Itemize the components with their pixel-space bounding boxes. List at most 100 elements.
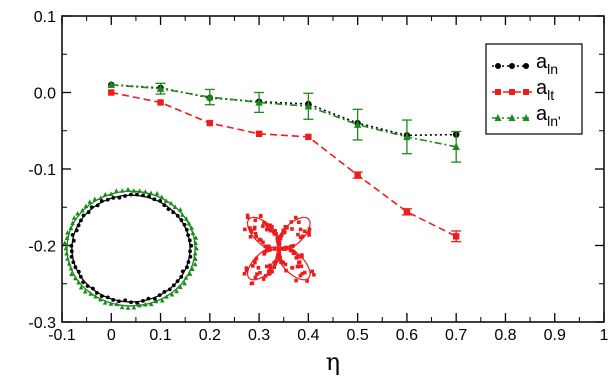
- inset-point-green: [125, 186, 131, 192]
- inset-point-green: [189, 225, 194, 230]
- series-line: [111, 84, 457, 137]
- inset-point-red: [303, 270, 307, 275]
- inset-point-green: [163, 198, 169, 203]
- inset-point-green: [69, 271, 74, 277]
- inset-point-green: [108, 301, 114, 306]
- inset-point-green: [182, 280, 187, 286]
- inset-point-black: [129, 300, 133, 305]
- inset-point-red: [245, 213, 250, 218]
- inset-point-green: [178, 207, 183, 212]
- inset-point-green: [169, 291, 175, 297]
- inset-point-green: [178, 284, 183, 290]
- inset-point-red: [277, 252, 282, 256]
- inset-point-green: [159, 297, 165, 303]
- inset-point-red: [279, 260, 284, 264]
- inset-point-red: [297, 260, 302, 264]
- inset-point-black: [81, 213, 86, 218]
- inset-point-black: [158, 199, 163, 203]
- inset-point-green: [70, 220, 75, 226]
- inset-point-red: [298, 227, 303, 232]
- data-point: [403, 132, 411, 141]
- inset-point-red: [307, 227, 312, 231]
- inset-point-green: [131, 304, 137, 310]
- inset-point-red: [253, 218, 258, 223]
- inset-point-red: [283, 262, 288, 267]
- legend-box: [485, 43, 583, 135]
- inset-point-red: [290, 227, 294, 231]
- data-point: [157, 99, 164, 106]
- inset-point-black: [69, 254, 74, 259]
- inset-point-green: [102, 300, 108, 305]
- data-point: [255, 130, 263, 138]
- inset-point-red: [256, 265, 261, 270]
- inset-point-black: [186, 260, 191, 264]
- inset-point-black: [182, 222, 187, 227]
- series-layer: [107, 80, 462, 243]
- inset-point-black: [186, 233, 191, 238]
- inset-point-black: [70, 232, 75, 237]
- inset-point-black: [71, 238, 76, 243]
- inset-point-black: [152, 296, 157, 301]
- inset-point-black: [179, 218, 184, 222]
- x-tick-label: 0.2: [199, 327, 221, 344]
- inset-point-red: [296, 232, 300, 237]
- inset-point-black: [171, 210, 176, 215]
- x-tick-label: 0.6: [396, 327, 418, 344]
- inset-point-green: [192, 250, 198, 256]
- inset-point-green: [75, 210, 80, 216]
- data-point: [304, 102, 313, 110]
- inset-point-red: [307, 230, 311, 235]
- inset-point-red: [275, 239, 280, 243]
- inset-point-red: [265, 227, 269, 232]
- inset-point-red: [284, 226, 289, 230]
- inset-point-black: [146, 296, 151, 301]
- y-tick-label: -0.3: [28, 315, 56, 332]
- inset-point-green: [93, 293, 98, 299]
- inset-point-green: [98, 296, 103, 302]
- inset-point-red: [261, 224, 265, 228]
- inset-point-green: [64, 235, 70, 240]
- inset-point-green: [78, 284, 84, 290]
- inset-point-black: [188, 254, 193, 259]
- plot-axes: -0.1 0 0.1 0.2 0.3 0.4 0.5 0.6 0.7 0.8 0.9 1 0.1 0.0 -…: [28, 9, 608, 344]
- x-tick-label: 0: [107, 327, 116, 344]
- inset-point-red: [310, 269, 315, 274]
- inset-point-black: [91, 286, 95, 291]
- inset-point-red: [295, 254, 300, 259]
- inset-point-red: [283, 247, 287, 251]
- inset-point-green: [190, 266, 195, 272]
- inset-point-red: [273, 228, 277, 233]
- x-tick-label: 0.1: [149, 327, 171, 344]
- inset-point-red: [252, 225, 257, 230]
- inset-point-black: [166, 207, 171, 212]
- inset-point-green: [125, 305, 131, 310]
- inset-point-red: [254, 234, 259, 239]
- inset-point-green: [68, 265, 74, 271]
- inset-point-green: [148, 190, 154, 196]
- inset-drawings: [62, 186, 316, 310]
- inset-point-green: [159, 194, 165, 200]
- inset-point-red: [277, 243, 281, 247]
- inset-point-black: [147, 194, 151, 199]
- inset-point-red: [266, 223, 270, 228]
- inset-point-red: [290, 265, 295, 270]
- inset-point-green: [186, 220, 192, 226]
- inset-point-green: [183, 275, 189, 280]
- legend-swatch-marker: [495, 89, 501, 95]
- inset-point-black: [105, 295, 110, 300]
- inset-point-black: [135, 192, 139, 197]
- legend-swatch-marker: [522, 114, 530, 121]
- inset-point-red: [278, 236, 283, 241]
- inset-point-black: [71, 260, 76, 265]
- inset-point-red: [305, 279, 309, 283]
- inset-point-red: [253, 231, 258, 236]
- inset-point-green: [62, 240, 68, 246]
- legend-swatch-marker: [494, 114, 502, 121]
- inset-point-red: [293, 215, 298, 220]
- inset-point-red: [294, 278, 298, 283]
- data-point: [107, 80, 115, 89]
- inset-point-black: [188, 249, 192, 254]
- legend-label: alt: [536, 77, 554, 103]
- inset-point-red: [254, 256, 259, 261]
- inset-point-green: [65, 256, 70, 261]
